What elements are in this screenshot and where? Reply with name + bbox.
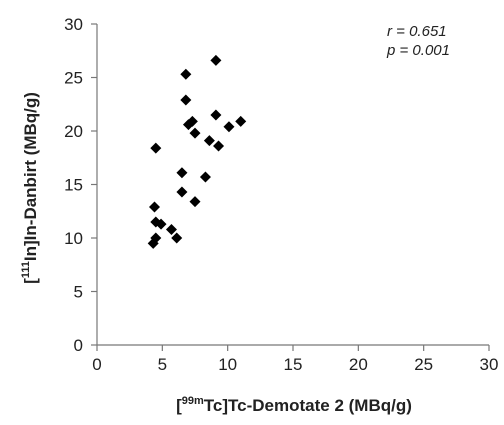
y-tick-label: 10 bbox=[64, 229, 83, 248]
data-point bbox=[155, 218, 167, 230]
data-point bbox=[189, 196, 201, 208]
x-axis-ticks: 0 5 10 15 20 25 30 bbox=[92, 345, 498, 374]
data-point bbox=[213, 140, 225, 152]
y-tick-label: 5 bbox=[74, 283, 83, 302]
data-point bbox=[165, 223, 177, 235]
data-point bbox=[235, 115, 247, 127]
y-tick-label: 25 bbox=[64, 69, 83, 88]
data-point bbox=[171, 232, 183, 244]
y-tick-label: 15 bbox=[64, 176, 83, 195]
data-point bbox=[210, 109, 222, 121]
x-tick-label: 15 bbox=[284, 355, 303, 374]
data-point bbox=[148, 201, 160, 213]
data-points bbox=[147, 54, 247, 249]
data-point bbox=[223, 121, 235, 133]
data-point bbox=[199, 171, 211, 183]
x-tick-label: 25 bbox=[414, 355, 433, 374]
r-annotation: r = 0.651 bbox=[387, 23, 447, 40]
data-point bbox=[186, 115, 198, 127]
data-point bbox=[176, 186, 188, 198]
data-point bbox=[150, 232, 162, 244]
data-point bbox=[180, 94, 192, 106]
data-point bbox=[150, 142, 162, 154]
data-point bbox=[210, 54, 222, 66]
p-annotation: p = 0.001 bbox=[386, 42, 450, 59]
y-axis-ticks: 0 5 10 15 20 25 30 bbox=[64, 15, 97, 355]
x-tick-label: 30 bbox=[480, 355, 499, 374]
x-tick-label: 20 bbox=[349, 355, 368, 374]
x-tick-label: 0 bbox=[92, 355, 101, 374]
data-point bbox=[203, 135, 215, 147]
data-point bbox=[180, 68, 192, 80]
y-tick-label: 0 bbox=[74, 336, 83, 355]
data-point bbox=[176, 167, 188, 179]
x-tick-label: 10 bbox=[218, 355, 237, 374]
y-tick-label: 30 bbox=[64, 15, 83, 34]
y-tick-label: 20 bbox=[64, 122, 83, 141]
x-axis-title: [99mTc]Tc-Demotate 2 (MBq/g) bbox=[176, 395, 412, 415]
y-axis-title: [111In]In-Danbirt (MBq/g) bbox=[20, 92, 40, 284]
x-tick-label: 5 bbox=[158, 355, 167, 374]
data-point bbox=[189, 127, 201, 139]
